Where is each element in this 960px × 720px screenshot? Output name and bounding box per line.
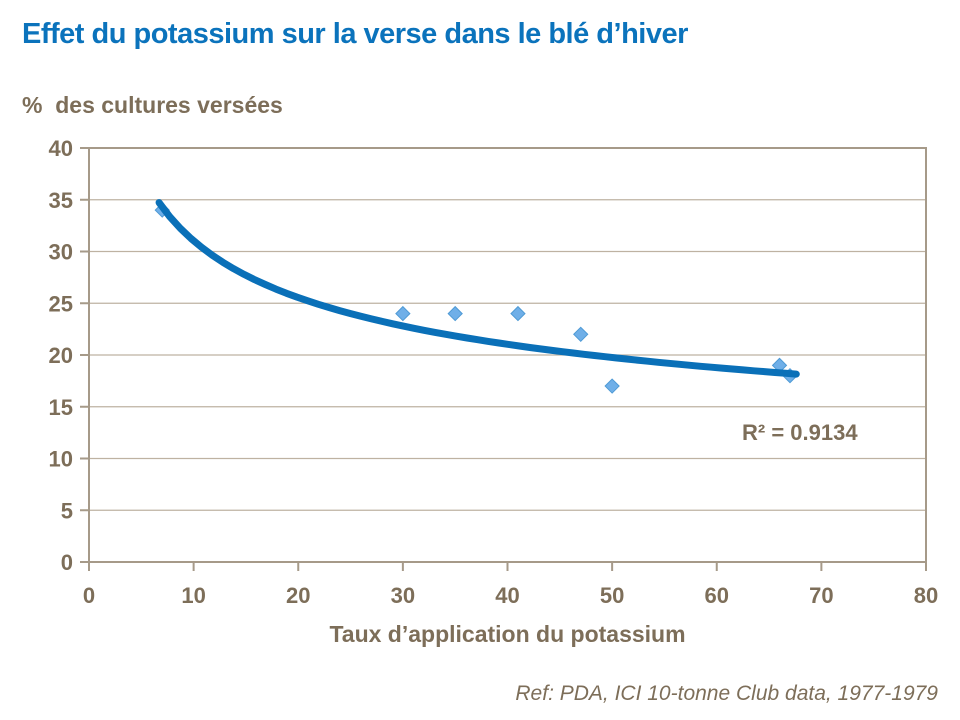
data-point-marker: [447, 305, 463, 322]
reference-note: Ref: PDA, ICI 10-tonne Club data, 1977-1…: [515, 682, 938, 705]
y-tick-label: 25: [49, 291, 73, 316]
x-axis-title: Taux d’application du potassium: [329, 621, 686, 647]
y-tick-label: 35: [49, 188, 73, 213]
data-point-marker: [395, 305, 411, 322]
x-tick-label: 30: [391, 583, 415, 608]
x-tick-label: 50: [600, 583, 624, 608]
r-squared-annotation: R² = 0.9134: [742, 420, 858, 445]
data-point-marker: [510, 305, 526, 322]
y-tick-label: 20: [49, 343, 73, 368]
y-tick-label: 10: [49, 447, 73, 472]
x-tick-label: 80: [914, 583, 938, 608]
y-axis-title: % des cultures versées: [22, 92, 283, 118]
x-tick-label: 0: [83, 583, 95, 608]
y-tick-label: 5: [61, 498, 73, 523]
x-tick-label: 20: [286, 583, 310, 608]
data-point-marker: [604, 378, 620, 394]
y-tick-label: 0: [61, 550, 73, 575]
x-tick-label: 10: [181, 583, 205, 608]
chart-title: Effet du potassium sur la verse dans le …: [22, 18, 688, 50]
y-tick-label: 40: [49, 136, 73, 161]
trendline-curve: [155, 199, 800, 378]
x-tick-label: 40: [495, 583, 519, 608]
data-point-marker: [573, 326, 589, 343]
x-tick-label: 60: [705, 583, 729, 608]
y-tick-label: 30: [49, 240, 73, 265]
y-tick-label: 15: [49, 395, 73, 420]
x-tick-label: 70: [809, 583, 833, 608]
